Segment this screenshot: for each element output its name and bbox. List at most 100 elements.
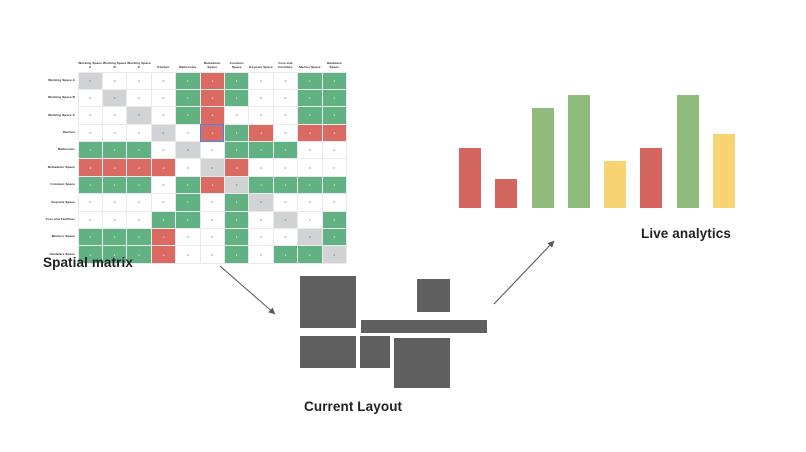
- matrix-cell[interactable]: 0: [321, 245, 348, 264]
- matrix-cell[interactable]: 1: [126, 245, 152, 264]
- matrix-cell[interactable]: 1: [77, 228, 103, 247]
- matrix-cell[interactable]: 0: [150, 141, 177, 160]
- matrix-cell[interactable]: 0: [272, 71, 299, 90]
- matrix-row-header[interactable]: Kitchen: [34, 124, 78, 142]
- matrix-cell[interactable]: 0: [126, 123, 152, 143]
- matrix-cell[interactable]: 0: [101, 88, 128, 108]
- matrix-cell[interactable]: 1: [175, 88, 201, 108]
- chart-bar[interactable]: [713, 134, 735, 208]
- room-bottom-mid[interactable]: [360, 336, 390, 368]
- chart-bar[interactable]: [677, 95, 699, 208]
- matrix-cell[interactable]: 0: [126, 88, 152, 108]
- room-corridor[interactable]: [361, 320, 487, 333]
- matrix-cell[interactable]: 1: [223, 228, 250, 247]
- matrix-cell[interactable]: 1: [248, 141, 274, 160]
- matrix-col-header[interactable]: Mentor Space: [297, 52, 323, 72]
- matrix-cell[interactable]: 1: [126, 141, 152, 160]
- matrix-cell[interactable]: 1: [126, 228, 152, 247]
- matrix-cell[interactable]: 0: [101, 193, 128, 212]
- matrix-cell[interactable]: -1: [248, 123, 274, 143]
- matrix-cell[interactable]: 0: [77, 106, 103, 125]
- matrix-cell[interactable]: 1: [175, 106, 201, 125]
- matrix-cell[interactable]: 0: [199, 228, 225, 247]
- matrix-cell[interactable]: -1: [297, 123, 323, 143]
- matrix-cell[interactable]: -1: [77, 158, 103, 177]
- matrix-cell[interactable]: 0: [199, 141, 225, 160]
- matrix-cell[interactable]: 0: [272, 106, 299, 125]
- matrix-cell[interactable]: 0: [77, 88, 103, 108]
- matrix-row-header[interactable]: Relaxation Space: [34, 158, 78, 177]
- matrix-cell[interactable]: 0: [199, 245, 225, 264]
- matrix-cell[interactable]: 1: [101, 175, 128, 195]
- matrix-cell[interactable]: 1: [223, 245, 250, 264]
- matrix-cell[interactable]: 0: [126, 210, 152, 230]
- matrix-cell[interactable]: 0: [248, 158, 274, 177]
- matrix-cell[interactable]: 1: [321, 228, 348, 247]
- matrix-cell[interactable]: 0: [272, 158, 299, 177]
- matrix-cell[interactable]: 1: [321, 175, 348, 195]
- matrix-cell[interactable]: 0: [321, 158, 348, 177]
- matrix-cell[interactable]: 0: [248, 88, 274, 108]
- matrix-cell[interactable]: -1: [223, 158, 250, 177]
- matrix-col-header[interactable]: Working Space A: [78, 52, 103, 72]
- matrix-cell[interactable]: 1: [321, 210, 348, 230]
- matrix-cell[interactable]: 0: [175, 158, 201, 177]
- chart-bar[interactable]: [604, 161, 626, 208]
- matrix-col-header[interactable]: Working Space C: [126, 52, 152, 72]
- matrix-col-header[interactable]: Relaxation Space: [200, 52, 225, 72]
- matrix-cell[interactable]: 1: [126, 175, 152, 195]
- matrix-cell[interactable]: 0: [199, 193, 225, 212]
- matrix-cell[interactable]: 0: [150, 123, 177, 143]
- matrix-cell[interactable]: 1: [175, 193, 201, 212]
- matrix-cell[interactable]: 1: [223, 141, 250, 160]
- matrix-cell[interactable]: 0: [77, 71, 103, 90]
- matrix-col-header[interactable]: Hardware Space: [322, 52, 347, 72]
- matrix-cell[interactable]: 1: [77, 245, 103, 264]
- matrix-row-header[interactable]: Working Space C: [34, 106, 78, 125]
- matrix-cell[interactable]: 1: [175, 210, 201, 230]
- matrix-cell[interactable]: 0: [77, 123, 103, 143]
- matrix-cell[interactable]: 0: [321, 193, 348, 212]
- matrix-cell[interactable]: -1: [150, 245, 177, 264]
- matrix-cell[interactable]: 1: [223, 88, 250, 108]
- matrix-col-header[interactable]: Bathrooms: [175, 52, 201, 72]
- matrix-cell[interactable]: 1: [223, 193, 250, 212]
- matrix-cell[interactable]: 0: [248, 210, 274, 230]
- room-bottom-right[interactable]: [394, 338, 450, 388]
- matrix-cell[interactable]: 1: [297, 175, 323, 195]
- matrix-cell[interactable]: 0: [297, 193, 323, 212]
- matrix-cell[interactable]: 0: [248, 193, 274, 212]
- matrix-cell[interactable]: -1: [199, 88, 225, 108]
- matrix-cell[interactable]: 0: [126, 71, 152, 90]
- matrix-cell[interactable]: 0: [126, 193, 152, 212]
- matrix-cell[interactable]: 0: [101, 210, 128, 230]
- matrix-cell[interactable]: 1: [321, 71, 348, 90]
- matrix-cell[interactable]: 1: [297, 245, 323, 264]
- matrix-cell[interactable]: -1: [199, 71, 225, 90]
- room-bottom-left[interactable]: [300, 336, 356, 368]
- matrix-cell[interactable]: -1: [199, 175, 225, 195]
- matrix-cell[interactable]: 0: [248, 245, 274, 264]
- chart-bar[interactable]: [532, 108, 554, 208]
- matrix-col-header[interactable]: Common Space: [224, 52, 249, 72]
- matrix-cell[interactable]: 1: [223, 71, 250, 90]
- matrix-cell[interactable]: 0: [126, 106, 152, 125]
- matrix-row-header[interactable]: Common Space: [34, 176, 78, 194]
- matrix-row-header[interactable]: Working Space A: [34, 72, 78, 90]
- matrix-cell[interactable]: 0: [272, 123, 299, 143]
- matrix-col-header[interactable]: Core and Facilities: [273, 52, 298, 72]
- chart-bar[interactable]: [495, 179, 517, 208]
- matrix-cell[interactable]: 1: [248, 175, 274, 195]
- matrix-cell[interactable]: 0: [297, 228, 323, 247]
- matrix-cell[interactable]: 0: [199, 210, 225, 230]
- matrix-cell[interactable]: 0: [175, 123, 201, 143]
- matrix-cell[interactable]: 0: [150, 193, 177, 212]
- matrix-cell[interactable]: -1: [150, 158, 177, 177]
- matrix-cell[interactable]: -1: [321, 123, 348, 143]
- matrix-row-header[interactable]: Mentors Space: [34, 228, 78, 246]
- matrix-cell[interactable]: 0: [272, 193, 299, 212]
- matrix-cell[interactable]: 0: [272, 88, 299, 108]
- matrix-cell[interactable]: 0: [101, 106, 128, 125]
- matrix-cell[interactable]: 0: [297, 158, 323, 177]
- matrix-cell[interactable]: 1: [150, 210, 177, 230]
